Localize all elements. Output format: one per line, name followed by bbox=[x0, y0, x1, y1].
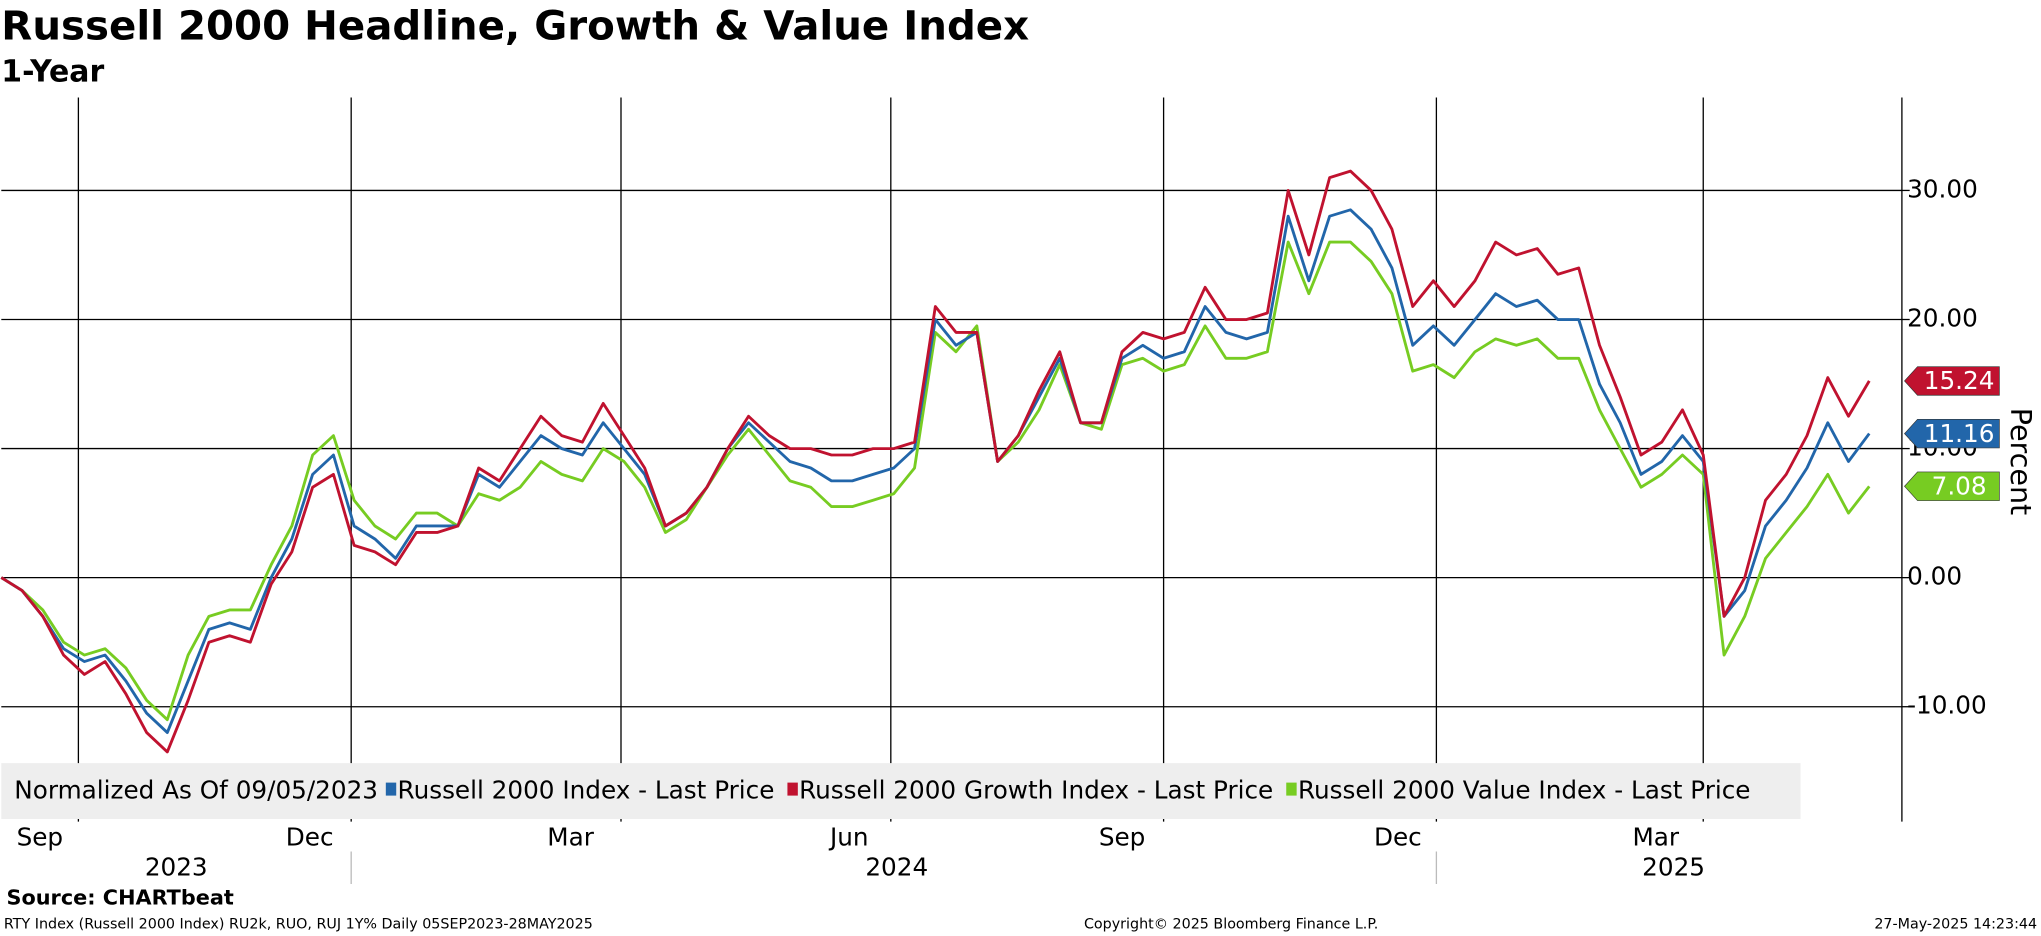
y-tick-label: 0.00 bbox=[1907, 562, 1962, 591]
legend-label: Russell 2000 Value Index - Last Price bbox=[1298, 776, 1751, 805]
last-value-tag bbox=[1904, 366, 2000, 396]
y-tick-label: 30.00 bbox=[1907, 174, 1978, 203]
year-label: 2025 bbox=[1642, 852, 1705, 881]
x-tick-label: Sep bbox=[1099, 822, 1146, 851]
last-value-tag bbox=[1904, 471, 2000, 501]
legend-prefix: Normalized As Of 09/05/2023 bbox=[14, 776, 378, 805]
y-tick-label: 20.00 bbox=[1907, 304, 1978, 333]
series-line bbox=[0, 208, 1871, 734]
series-line bbox=[0, 240, 1871, 722]
year-label: 2024 bbox=[865, 852, 928, 881]
legend-swatch bbox=[1286, 782, 1297, 796]
last-value-tag bbox=[1904, 418, 2000, 449]
x-tick-label: Dec bbox=[1374, 822, 1422, 851]
legend-swatch bbox=[787, 782, 798, 796]
legend-swatch bbox=[385, 782, 397, 796]
x-tick-label: Mar bbox=[547, 822, 594, 851]
legend-label: Russell 2000 Growth Index - Last Price bbox=[799, 776, 1273, 805]
x-tick-label: Sep bbox=[17, 822, 64, 851]
chart-subtitle: 1-Year bbox=[1, 54, 104, 89]
last-value-label: 7.08 bbox=[1932, 472, 1987, 501]
source: Source: CHARTbeat bbox=[7, 885, 234, 909]
year-label: 2023 bbox=[145, 852, 208, 881]
legend-label: Russell 2000 Index - Last Price bbox=[398, 776, 775, 805]
y-axis-label: Percent bbox=[2004, 408, 2038, 516]
x-tick-label: Dec bbox=[286, 822, 334, 851]
y-tick-label: -10.00 bbox=[1907, 691, 1987, 720]
chart-title: Russell 2000 Headline, Growth & Value In… bbox=[1, 3, 1029, 50]
series-line bbox=[0, 169, 1871, 754]
last-value-label: 11.16 bbox=[1924, 419, 1995, 448]
footer-center: Copyright© 2025 Bloomberg Finance L.P. bbox=[1084, 916, 1378, 932]
x-tick-label: Jun bbox=[828, 822, 869, 851]
x-tick-label: Mar bbox=[1633, 822, 1680, 851]
last-value-label: 15.24 bbox=[1924, 366, 1995, 395]
footer-right: 27-May-2025 14:23:44 bbox=[1874, 916, 2037, 932]
footer-left: RTY Index (Russell 2000 Index) RU2k, RUO… bbox=[4, 916, 593, 932]
legend-box bbox=[1, 763, 1801, 819]
